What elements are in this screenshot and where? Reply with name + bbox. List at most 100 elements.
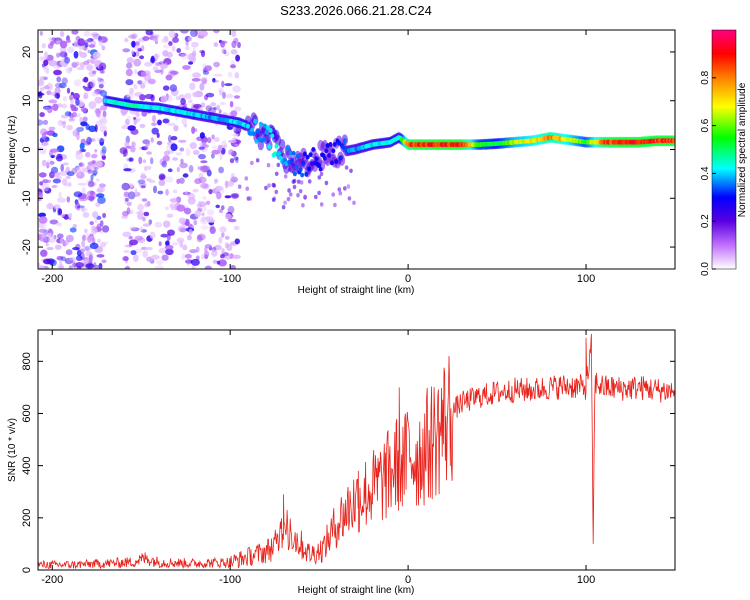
spectrogram-noise-cell <box>124 200 133 205</box>
spectrogram-x-label: Height of straight line (km) <box>298 285 415 296</box>
spectrogram-noise-cell <box>65 175 71 180</box>
spectrogram-noise-cell <box>181 253 186 260</box>
spectrogram-noise-cell <box>134 69 138 75</box>
spectrogram-heatmap <box>38 30 675 269</box>
spectrogram-noise-cell <box>137 47 142 52</box>
spectrogram-trace-cell <box>261 137 266 142</box>
spectrogram-noise-cell <box>48 60 57 67</box>
spectrogram-noise-cell <box>164 206 169 211</box>
spectrogram-trace-cell <box>324 148 329 154</box>
spectrogram-noise-cell <box>145 30 153 36</box>
spectrogram-noise-cell <box>134 188 138 196</box>
spectrogram-trace-cell <box>264 130 269 135</box>
spectrogram-noise-cell <box>180 158 184 164</box>
spectrogram-trace-cell <box>258 121 263 127</box>
spectrogram-trace-cell <box>298 167 303 173</box>
spectrogram-noise-cell <box>72 247 80 251</box>
spectrogram-noise-cell <box>171 242 179 246</box>
spectrogram-noise-cell <box>184 253 192 259</box>
spectrogram-noise-cell <box>152 66 159 71</box>
snr-series-line <box>38 333 675 570</box>
spectrogram-noise-cell <box>80 107 87 113</box>
spectrogram-noise-cell <box>87 180 95 188</box>
spectrogram-noise-cell <box>198 30 208 37</box>
spectrogram-noise-cell <box>195 246 200 253</box>
spectrogram-noise-cell <box>224 213 232 220</box>
spectrogram-noise-cell <box>154 53 160 59</box>
spectrogram-noise-cell <box>127 125 136 131</box>
spectrogram-noise-cell <box>58 191 62 199</box>
spectrogram-noise-cell <box>223 144 228 148</box>
spectrogram-noise-cell <box>69 94 73 101</box>
spectrogram-noise-cell <box>77 38 85 47</box>
spectrogram-noise-cell <box>131 40 136 48</box>
spectrogram-noise-cell <box>187 196 196 205</box>
spectrogram-noise-cell <box>188 61 194 65</box>
spectrogram-noise-cell <box>66 87 71 94</box>
spectrogram-noise-cell <box>230 110 238 117</box>
spectrogram-noise-cell <box>102 225 110 233</box>
spectrogram-noise-cell <box>68 118 76 122</box>
spectrogram-noise-cell <box>122 231 132 238</box>
spectrogram-noise-cell <box>131 33 138 39</box>
spectrogram-noise-cell <box>142 216 146 222</box>
spectrogram-noise-cell <box>214 73 223 77</box>
spectrogram-noise-cell <box>81 240 85 248</box>
spectrogram-trace-cell <box>267 144 272 150</box>
spectrogram-noise-cell <box>173 125 179 132</box>
spectrogram-noise-cell <box>51 184 58 189</box>
spectrogram-noise-cell <box>43 258 52 265</box>
spectrogram-noise-cell <box>122 256 129 262</box>
spectrogram-noise-cell <box>56 76 62 83</box>
spectrogram-noise-cell <box>161 38 169 44</box>
spectrogram-trace-cell <box>274 143 279 149</box>
spectrogram-noise-cell <box>65 67 72 74</box>
spectrogram-noise-cell <box>128 34 136 39</box>
spectrogram-noise-cell <box>167 122 176 126</box>
spectrogram-noise-cell <box>148 219 153 225</box>
spectrogram-noise-cell <box>99 124 108 133</box>
spectrogram-noise-cell <box>43 76 48 81</box>
snr-frame <box>37 329 676 571</box>
spectrogram-noise-cell <box>216 104 221 111</box>
spectrogram-noise-cell <box>230 64 236 69</box>
spectrogram-noise-cell <box>41 159 47 167</box>
spectrogram-noise-cell <box>100 105 108 111</box>
spectrogram-noise-cell <box>219 209 223 213</box>
spectrogram-noise-cell <box>86 136 92 145</box>
snr-x-tick-label: -200 <box>41 574 63 586</box>
spectrogram-trace-cell <box>327 153 332 158</box>
spectrogram-noise-cell <box>169 84 178 92</box>
spectrogram-noise-cell <box>81 186 86 195</box>
spectrogram-noise-cell <box>194 30 201 36</box>
spectrogram-trace-cell <box>253 118 258 124</box>
spectrogram-noise-cell <box>167 134 172 143</box>
spectrogram-noise-cell <box>349 168 353 173</box>
spectrogram-noise-cell <box>128 157 134 162</box>
spectrogram-noise-cell <box>266 163 271 168</box>
spectrogram-noise-cell <box>172 157 179 161</box>
spectrogram-noise-cell <box>179 147 185 152</box>
spectrogram-noise-cell <box>66 124 73 131</box>
spectrogram-noise-cell <box>200 102 206 108</box>
spectrogram-noise-cell <box>139 55 145 60</box>
snr-y-label: SNR (10 * v/v) <box>7 418 18 482</box>
spectrogram-noise-cell <box>196 235 203 243</box>
spectrogram-noise-cell <box>235 54 241 62</box>
spectrogram-noise-cell <box>200 225 209 230</box>
spectrogram-trace-cell <box>300 172 305 178</box>
spectrogram-noise-cell <box>189 249 198 254</box>
spectrogram-noise-cell <box>180 30 189 34</box>
spectrogram-noise-cell <box>92 169 98 176</box>
spectrogram-noise-cell <box>86 64 94 71</box>
spectrogram-noise-cell <box>245 186 249 191</box>
spectrogram-noise-cell <box>165 74 173 81</box>
spectrogram-y-tick-label: -20 <box>21 239 33 255</box>
spectrogram-noise-cell <box>39 76 48 81</box>
spectrogram-noise-cell <box>217 144 223 152</box>
spectrogram-noise-cell <box>38 119 44 126</box>
spectrogram-noise-cell <box>91 70 97 75</box>
spectrogram-noise-cell <box>137 203 144 211</box>
spectrogram-noise-cell <box>88 236 97 243</box>
spectrogram-noise-cell <box>81 125 85 130</box>
